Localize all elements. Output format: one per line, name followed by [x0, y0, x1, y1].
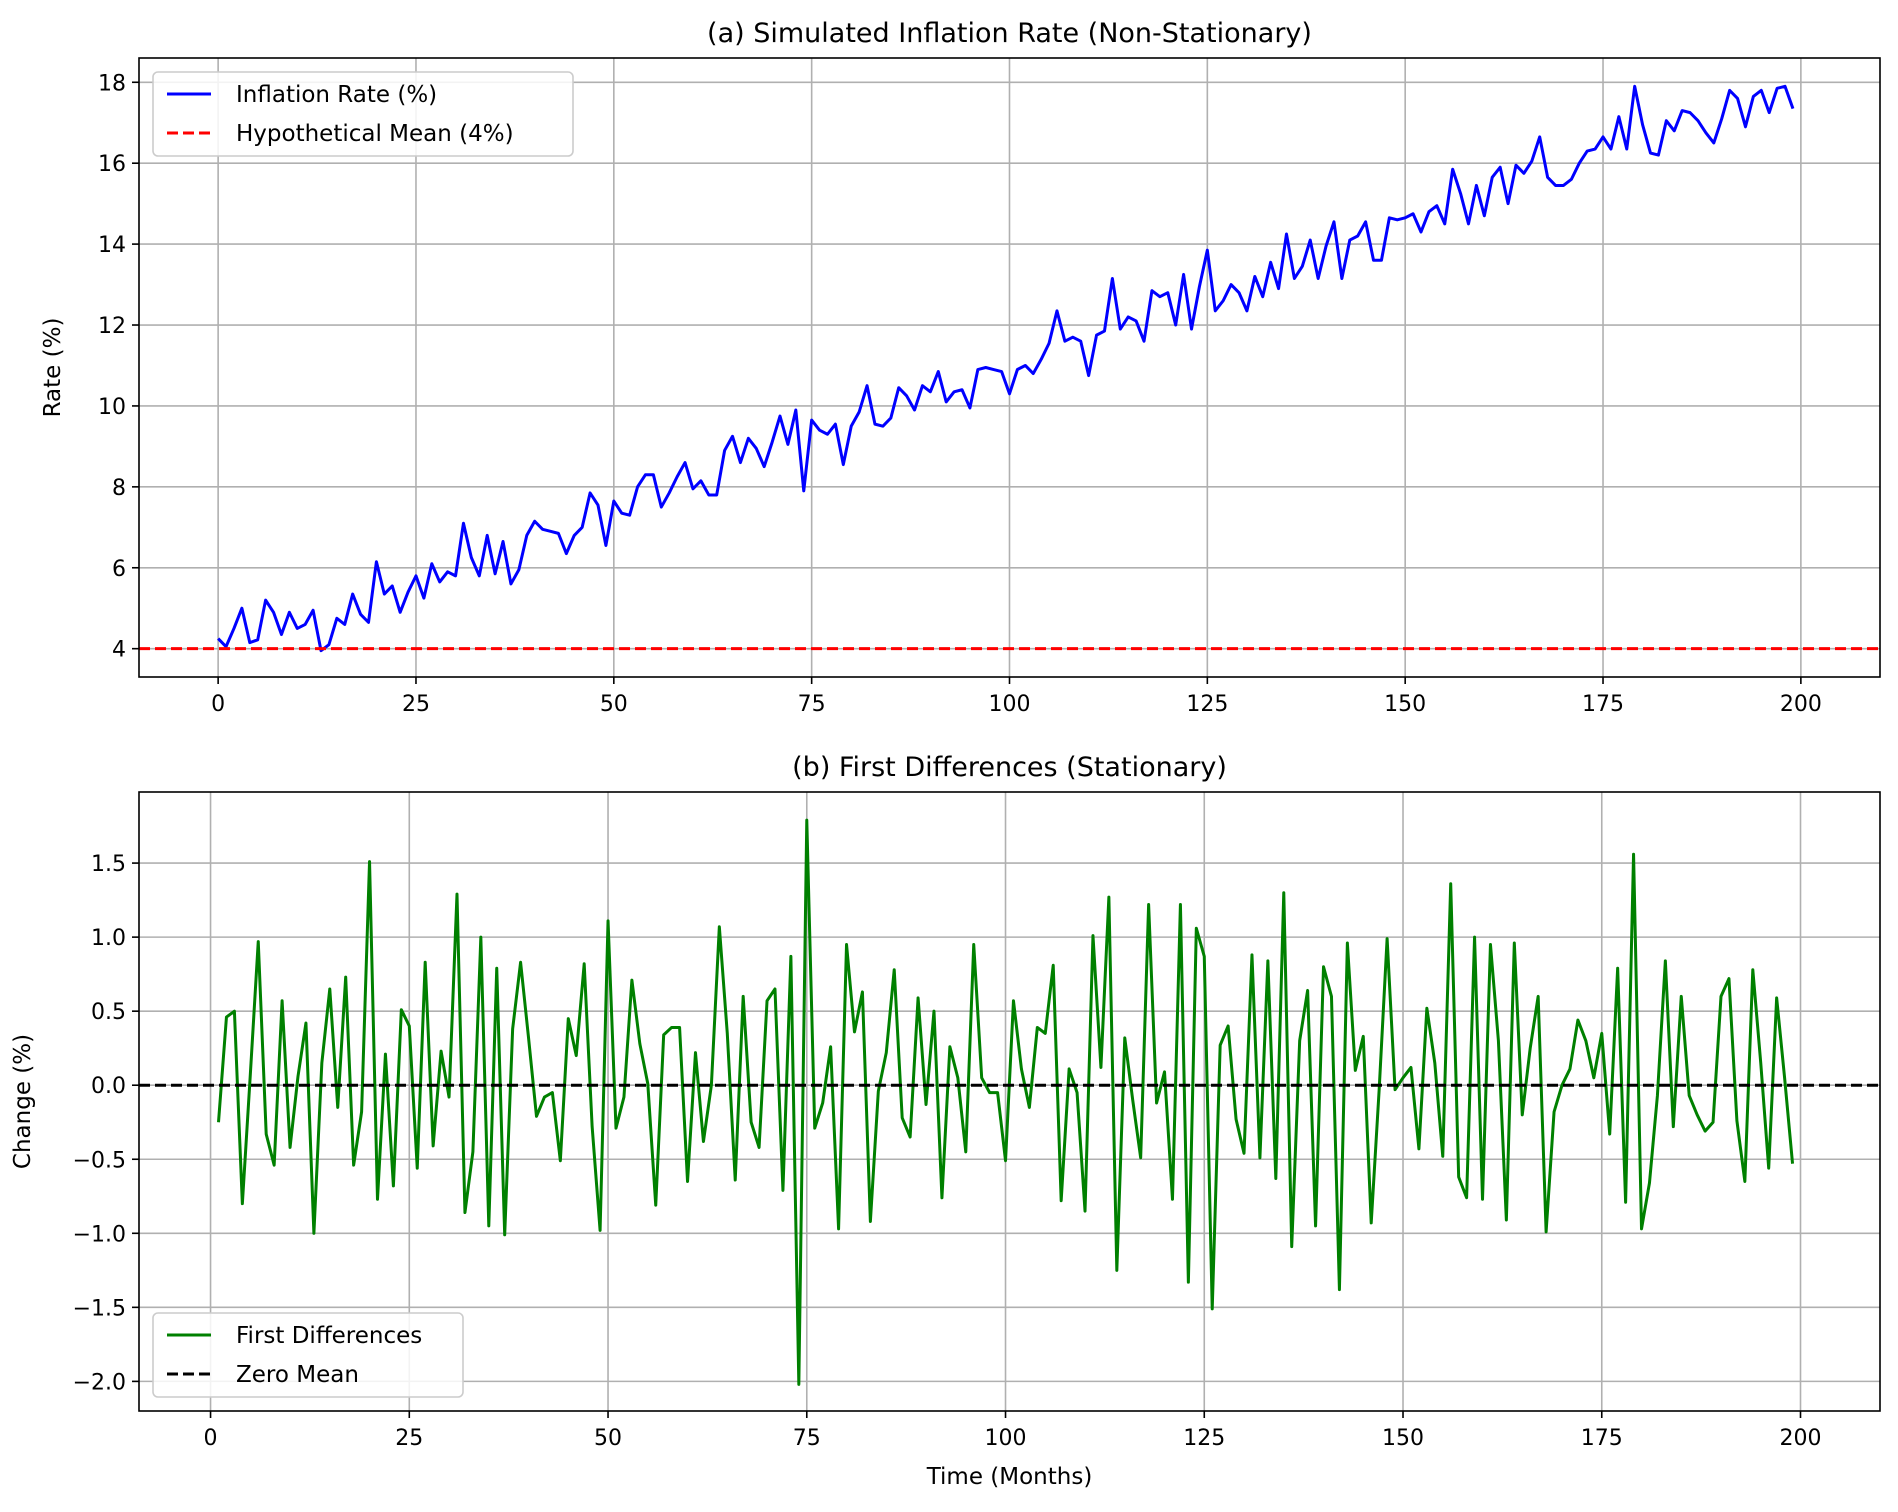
- series-0-line: [217, 818, 1795, 1386]
- x-tick-label: 0: [211, 692, 225, 717]
- legend-box: [152, 1312, 464, 1398]
- y-tick-label: −1.0: [73, 1222, 126, 1247]
- x-tick-label: 175: [1582, 692, 1624, 717]
- x-tick-label: 125: [1183, 1426, 1225, 1451]
- legend-box: [152, 71, 574, 157]
- y-tick-label: −2.0: [73, 1370, 126, 1395]
- legend-entry: First Differences: [236, 1323, 422, 1349]
- y-tick-label: 10: [98, 395, 126, 420]
- x-tick-label: 200: [1780, 692, 1822, 717]
- x-tick-label: 150: [1382, 1426, 1424, 1451]
- x-tick-label: 50: [600, 692, 628, 717]
- legend: First Differences Zero Mean: [152, 1312, 464, 1398]
- y-tick-label: 8: [112, 476, 126, 501]
- x-tick-label: 200: [1780, 1426, 1822, 1451]
- x-tick-label: 25: [402, 692, 430, 717]
- x-tick-label: 150: [1384, 692, 1426, 717]
- y-tick-label: 14: [98, 233, 126, 258]
- y-tick-label: −0.5: [73, 1148, 126, 1173]
- x-tick-label: 175: [1581, 1426, 1623, 1451]
- chart-first-differences: 0 25 50 75 100 125 150 175 200 −2.0 −1.5 −1.0 −0.5 0.…: [10, 752, 1881, 1490]
- y-tick-label: 0.5: [91, 1000, 126, 1025]
- x-tick-label: 0: [204, 1426, 218, 1451]
- y-tick-label: 4: [112, 638, 126, 663]
- y-tick-label: −1.5: [73, 1296, 126, 1321]
- y-tick-label: 0.0: [91, 1074, 126, 1099]
- chart-title: (a) Simulated Inflation Rate (Non-Statio…: [707, 18, 1312, 49]
- legend: Inflation Rate (%) Hypothetical Mean (4%): [152, 71, 574, 157]
- series-0-line: [217, 84, 1795, 653]
- x-tick-label: 100: [985, 1426, 1027, 1451]
- legend-entry: Hypothetical Mean (4%): [236, 121, 514, 147]
- y-tick-label: 18: [98, 71, 126, 96]
- legend-entry: Zero Mean: [236, 1362, 359, 1388]
- x-axis-label: Time (Months): [926, 1464, 1093, 1490]
- chart-inflation-rate: 0 25 50 75 100 125 150 175 200 4 6 8 10 12 14 16 18 (a) S…: [40, 18, 1881, 717]
- y-axis-label: Change (%): [10, 1034, 36, 1169]
- y-tick-label: 6: [112, 557, 126, 582]
- y-axis-label: Rate (%): [40, 318, 66, 418]
- x-tick-label: 75: [798, 692, 826, 717]
- x-tick-label: 75: [793, 1426, 821, 1451]
- y-tick-label: 1.0: [91, 926, 126, 951]
- y-tick-label: 16: [98, 152, 126, 177]
- y-tick-label: 1.5: [91, 852, 126, 877]
- x-tick-label: 50: [594, 1426, 622, 1451]
- chart-title: (b) First Differences (Stationary): [792, 752, 1227, 783]
- x-tick-label: 100: [989, 692, 1031, 717]
- x-tick-label: 125: [1186, 692, 1228, 717]
- x-tick-label: 25: [395, 1426, 423, 1451]
- legend-entry: Inflation Rate (%): [236, 82, 437, 108]
- y-tick-label: 12: [98, 314, 126, 339]
- axes-frame: [138, 791, 1881, 1412]
